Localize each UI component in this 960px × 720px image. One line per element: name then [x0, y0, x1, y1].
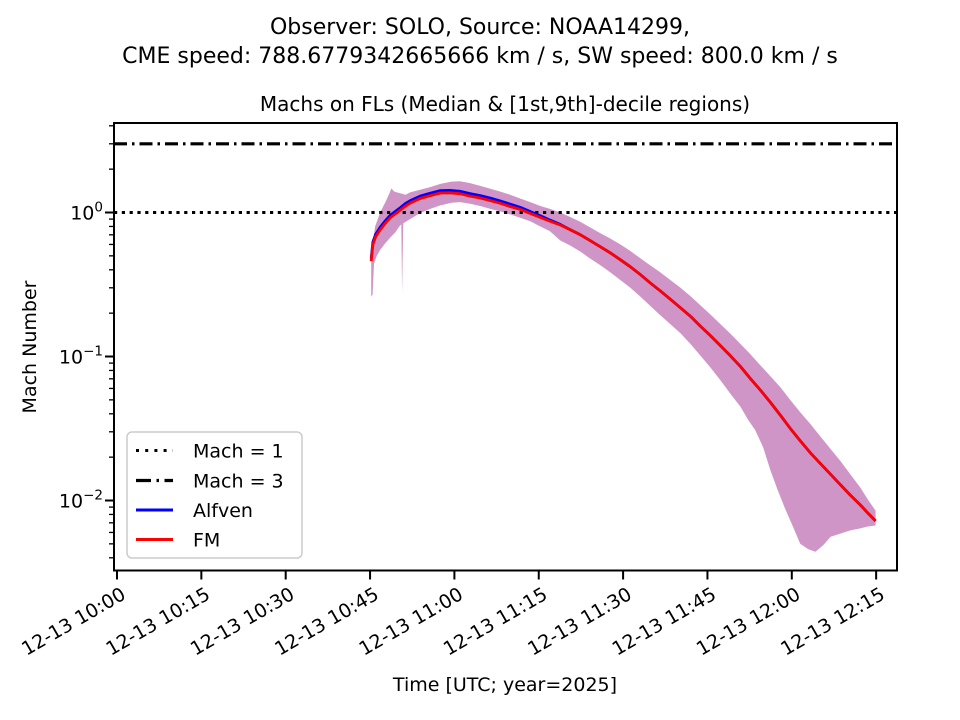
x-axis-label: Time [UTC; year=2025] [392, 674, 617, 696]
legend-label-mach1: Mach = 1 [193, 441, 284, 463]
y-tick-label-1e-2: 10−2 [59, 488, 103, 513]
axes-frame [113, 122, 898, 572]
y-axis-label: Mach Number [19, 280, 41, 413]
figure-suptitle-line2: CME speed: 788.6779342665666 km / s, SW … [122, 44, 838, 69]
legend-label-alfven: Alfven [193, 500, 253, 522]
decile-band [371, 181, 876, 552]
y-tick-label-1e-1: 10−1 [59, 344, 103, 369]
fm-median-line [369, 191, 877, 522]
legend-label-mach3: Mach = 3 [193, 471, 284, 493]
y-axis-ticks [105, 125, 114, 559]
x-axis-ticks [116, 570, 878, 580]
legend: Mach = 1 Mach = 3 Alfven FM [126, 431, 303, 559]
figure-suptitle-line1: Observer: SOLO, Source: NOAA14299, [270, 15, 690, 40]
legend-box [126, 431, 303, 559]
legend-label-fm: FM [193, 530, 220, 552]
axes-title: Machs on FLs (Median & [1st,9th]-decile … [260, 92, 750, 116]
y-tick-label-1e0: 100 [70, 200, 103, 225]
